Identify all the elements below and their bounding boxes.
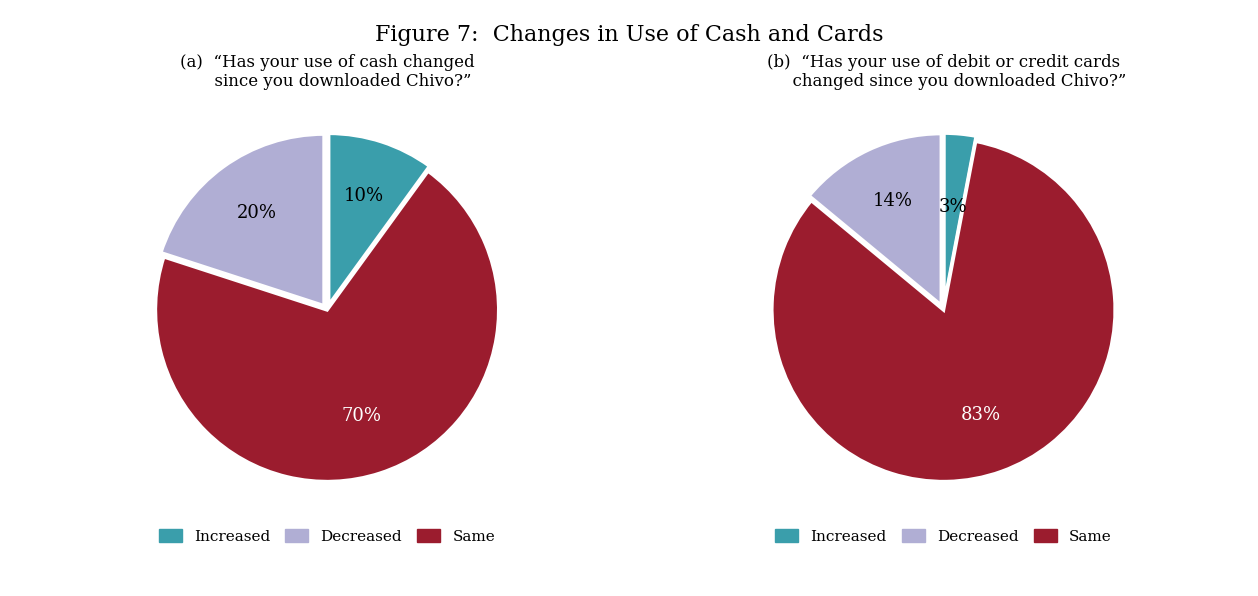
Text: (a)  “Has your use of cash changed
      since you downloaded Chivo?”: (a) “Has your use of cash changed since …	[180, 54, 474, 90]
Text: 70%: 70%	[342, 407, 381, 425]
Wedge shape	[328, 134, 429, 305]
Text: 14%: 14%	[872, 192, 912, 210]
Legend: Increased, Decreased, Same: Increased, Decreased, Same	[767, 522, 1120, 551]
Wedge shape	[161, 134, 325, 306]
Text: 10%: 10%	[345, 187, 384, 204]
Wedge shape	[944, 133, 976, 305]
Wedge shape	[809, 134, 941, 305]
Text: (b)  “Has your use of debit or credit cards
      changed since you downloaded C: (b) “Has your use of debit or credit car…	[761, 54, 1126, 90]
Text: Figure 7:  Changes in Use of Cash and Cards: Figure 7: Changes in Use of Cash and Car…	[375, 24, 883, 46]
Text: 3%: 3%	[938, 198, 967, 216]
Text: 20%: 20%	[237, 204, 277, 222]
Legend: Increased, Decreased, Same: Increased, Decreased, Same	[151, 522, 503, 551]
Text: 83%: 83%	[961, 406, 1001, 424]
Wedge shape	[772, 141, 1115, 482]
Wedge shape	[156, 171, 498, 482]
